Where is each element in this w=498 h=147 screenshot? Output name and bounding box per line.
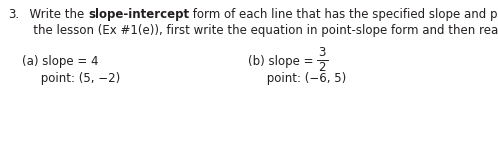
Text: slope-intercept: slope-intercept: [88, 8, 189, 21]
Text: 2: 2: [319, 61, 326, 74]
Text: point: (5, −2): point: (5, −2): [22, 72, 120, 85]
Text: point: (−6, 5): point: (−6, 5): [248, 72, 346, 85]
Text: Write the: Write the: [22, 8, 88, 21]
Text: 3: 3: [319, 46, 326, 60]
Text: 3.: 3.: [8, 8, 19, 21]
Text: (b) slope =: (b) slope =: [248, 55, 317, 68]
Text: (a) slope = 4: (a) slope = 4: [22, 55, 99, 68]
Text: the lesson (Ex #1(e)), first write the equation in point-slope form and then rea: the lesson (Ex #1(e)), first write the e…: [22, 24, 498, 37]
Text: form of each line that has the specified slope and point it passes through. Like: form of each line that has the specified…: [189, 8, 498, 21]
